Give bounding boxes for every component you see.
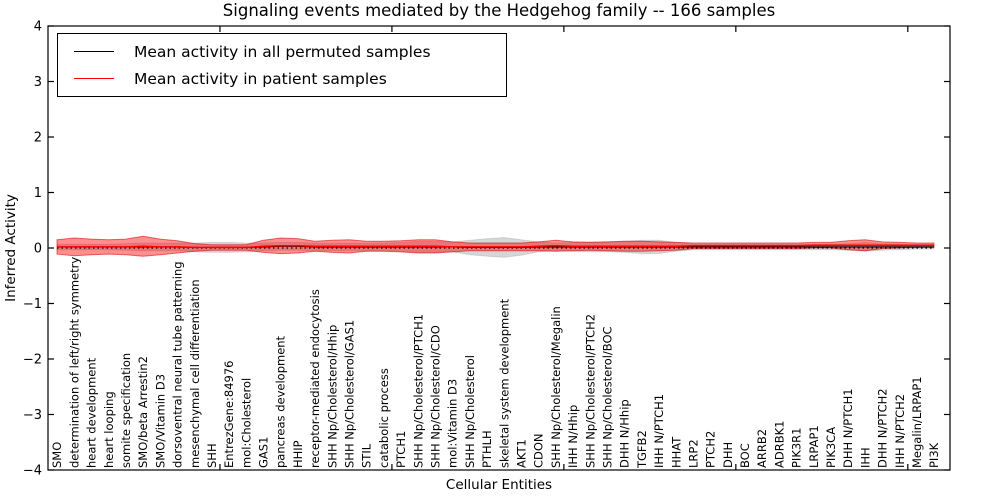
x-tick-label: ARRB2	[755, 429, 769, 468]
y-tick-label: −1	[23, 297, 42, 312]
x-tick-label: SMO/Vitamin D3	[153, 374, 167, 468]
x-tick-label: IHH N/Hhip	[566, 405, 580, 468]
legend-line-sample-patient	[74, 78, 114, 79]
x-tick-label: SHH Np/Cholesterol/CDO	[429, 325, 443, 468]
x-tick-label: mol:Vitamin D3	[446, 379, 460, 468]
patient-mean-line	[57, 244, 934, 249]
x-tick-label: EntrezGene:84976	[222, 361, 236, 468]
y-tick-label: 3	[34, 75, 42, 90]
y-tick-label: 4	[34, 20, 42, 35]
x-tick-label: BOC	[738, 443, 752, 468]
x-tick-label: SHH Np/Cholesterol	[463, 355, 477, 468]
x-tick-label: HHIP	[291, 440, 305, 468]
x-tick-label: ADRBK1	[772, 421, 786, 468]
x-tick-label: GAS1	[257, 437, 271, 468]
legend-line-sample-permuted	[74, 51, 114, 52]
legend: Mean activity in all permuted samples Me…	[57, 33, 507, 97]
x-tick-label: skeletal system development	[497, 298, 511, 468]
x-tick-label: SMO/beta Arrestin2	[136, 356, 150, 468]
legend-item-patient: Mean activity in patient samples	[74, 70, 506, 88]
x-tick-label: somite specification	[119, 353, 133, 468]
x-tick-label: heart development	[85, 357, 99, 468]
x-tick-label: AKT1	[515, 439, 529, 468]
x-tick-label: TGFB2	[635, 430, 649, 469]
x-tick-label: SHH Np/Cholesterol/Hhip	[325, 325, 339, 468]
x-tick-label: mesenchymal cell differentiation	[188, 279, 202, 468]
legend-label-permuted: Mean activity in all permuted samples	[134, 42, 431, 61]
x-tick-label: PIK3CA	[824, 427, 838, 468]
x-axis-label: Cellular Entities	[445, 477, 553, 493]
x-tick-label: SHH	[205, 443, 219, 468]
x-tick-label: SHH Np/Cholesterol/GAS1	[343, 320, 357, 468]
chart-title: Signaling events mediated by the Hedgeho…	[222, 1, 776, 20]
x-tick-label: SHH Np/Cholesterol/BOC	[601, 326, 615, 468]
x-tick-label: determination of left/right symmetry	[67, 257, 81, 468]
x-tick-label: IHH N/PTCH2	[893, 394, 907, 468]
y-tick-label: −2	[23, 353, 42, 368]
x-tick-label: heart looping	[102, 391, 116, 468]
x-tick-label: IHH N/PTCH1	[652, 394, 666, 468]
x-tick-label: PI3K	[927, 442, 941, 468]
x-tick-label: PIK3R1	[790, 428, 804, 469]
x-tick-label: PTCH2	[704, 431, 718, 468]
legend-item-permuted: Mean activity in all permuted samples	[74, 43, 506, 61]
y-tick-label: 2	[34, 131, 42, 146]
x-tick-label: mol:Cholesterol	[239, 378, 253, 468]
x-tick-label: PTHLH	[480, 430, 494, 468]
x-tick-label: DHH	[721, 442, 735, 468]
x-tick-label: CDON	[532, 433, 546, 468]
x-tick-label: DHH N/Hhip	[618, 399, 632, 468]
x-tick-label: receptor-mediated endocytosis	[308, 289, 322, 468]
x-tick-label: SHH Np/Cholesterol/PTCH1	[411, 314, 425, 468]
x-tick-label: catabolic process	[377, 368, 391, 468]
x-tick-label: DHH N/PTCH1	[841, 388, 855, 468]
y-tick-label: −3	[23, 408, 42, 423]
legend-label-patient: Mean activity in patient samples	[134, 69, 387, 88]
x-tick-label: SHH Np/Cholesterol/PTCH2	[583, 314, 597, 468]
x-tick-label: STIL	[360, 443, 374, 468]
x-tick-label: IHH	[858, 447, 872, 468]
x-tick-label: pancreas development	[274, 335, 288, 468]
y-tick-label: 1	[34, 186, 42, 201]
x-tick-label: Megalin/LRPAP1	[910, 376, 924, 468]
x-tick-label: dorsoventral neural tube patterning	[171, 261, 185, 468]
x-tick-label: SMO	[50, 442, 64, 468]
y-tick-label: −4	[23, 464, 42, 479]
x-tick-label: DHH N/PTCH2	[876, 388, 890, 468]
x-tick-label: LRPAP1	[807, 425, 821, 468]
y-tick-label: 0	[34, 242, 42, 257]
x-tick-label: LRP2	[687, 439, 701, 468]
x-tick-label: PTCH1	[394, 431, 408, 468]
x-tick-label: HHAT	[669, 436, 683, 468]
x-tick-label: SHH Np/Cholesterol/Megalin	[549, 306, 563, 468]
